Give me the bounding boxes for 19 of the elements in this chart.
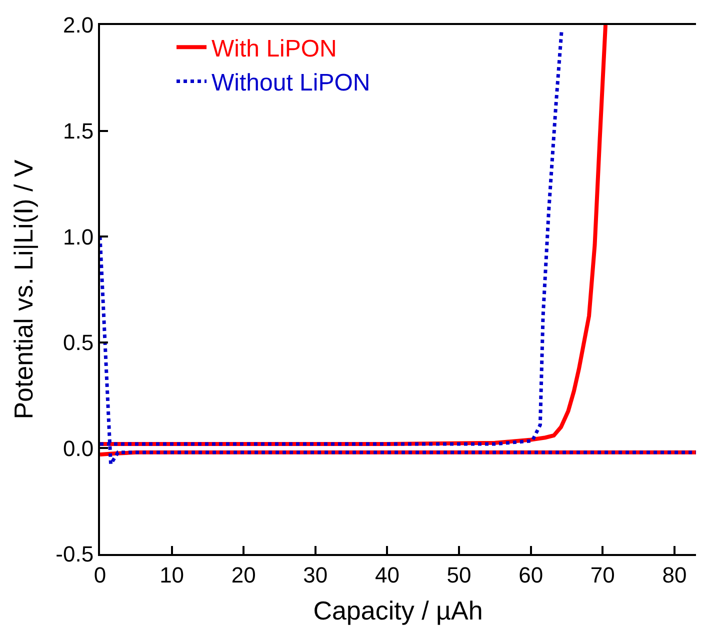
- y-tick-label: 0.0: [63, 436, 94, 461]
- legend-label: Without LiPON: [212, 70, 370, 97]
- x-tick-label: 0: [94, 562, 106, 588]
- x-tick-label: 60: [518, 562, 544, 588]
- x-tick-label: 50: [446, 562, 472, 588]
- x-tick-label: 40: [374, 562, 400, 588]
- x-axis-title: Capacity / µAh: [313, 596, 483, 626]
- y-tick-label: 1.5: [63, 118, 94, 144]
- x-tick-label: 70: [590, 562, 615, 588]
- y-tick-label: -0.5: [56, 542, 94, 567]
- x-tick-label: 20: [231, 562, 256, 588]
- legend-label: With LiPON: [212, 35, 337, 62]
- y-axis-title: Potential vs. Li|Li(I) / V: [8, 159, 39, 420]
- x-tick-label: 30: [303, 562, 328, 588]
- y-tick-label: 0.5: [63, 330, 94, 356]
- x-tick-label: 10: [160, 562, 184, 588]
- x-tick-label: 80: [662, 562, 687, 588]
- y-tick-label: 2.0: [63, 12, 94, 38]
- y-tick-label: 1.0: [63, 224, 94, 250]
